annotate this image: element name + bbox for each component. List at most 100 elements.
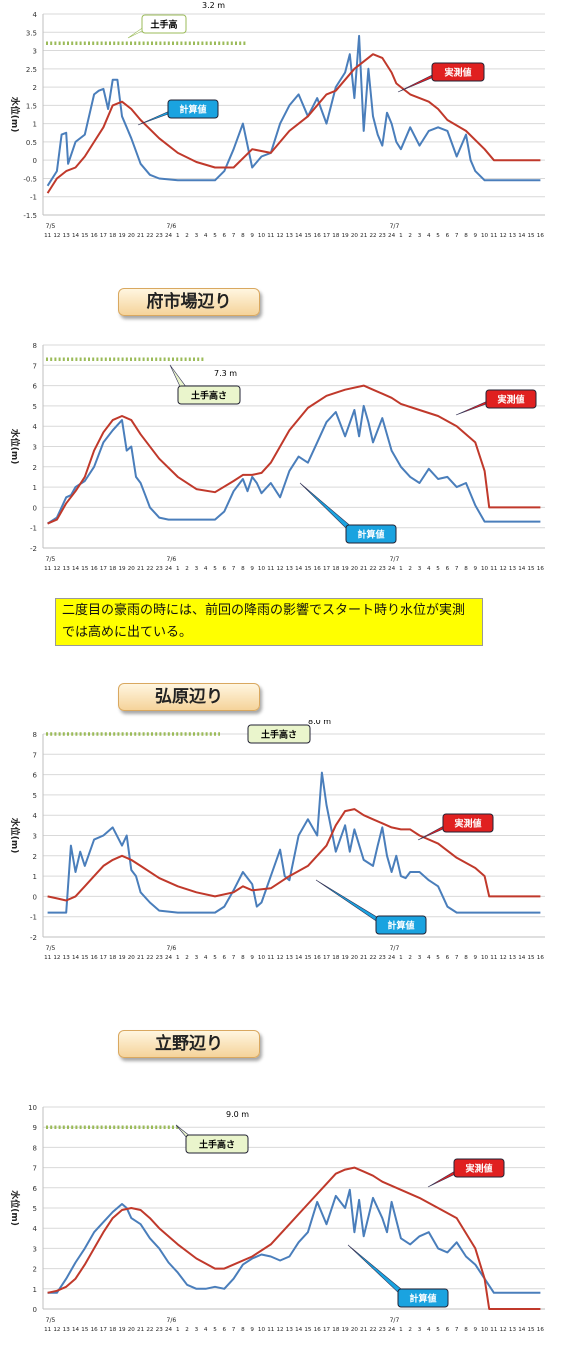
y-tick-label: 4: [33, 812, 38, 820]
y-tick-label: 0: [33, 1306, 37, 1314]
x-tick-label: 2: [408, 1327, 412, 1333]
computed-callout-label: 計算値: [179, 104, 206, 116]
levee-callout-box: [141, 14, 187, 34]
y-tick-label: 5: [33, 792, 37, 800]
x-tick-label: 8: [464, 566, 468, 572]
measured-series-line: [46, 53, 541, 194]
x-tick-label: 3: [418, 566, 422, 572]
x-tick-label: 19: [118, 566, 126, 572]
x-tick-label: 23: [156, 1327, 164, 1333]
y-tick-label: 7: [33, 751, 37, 759]
x-tick-label: 15: [81, 955, 89, 960]
x-tick-label: 3: [195, 233, 199, 239]
y-axis-label: 水位(m): [9, 818, 21, 854]
computed-series-line: [46, 34, 541, 187]
x-tick-label: 24: [388, 566, 396, 572]
y-tick-label: 2: [33, 464, 37, 472]
x-tick-label: 3: [418, 1327, 422, 1333]
date-label: 7/6: [167, 556, 177, 563]
levee-callout-label: 土手高: [150, 19, 177, 31]
x-tick-label: 16: [314, 566, 322, 572]
x-tick-label: 21: [137, 566, 145, 572]
y-tick-label: -1.5: [23, 212, 37, 220]
x-tick-label: 19: [342, 1327, 350, 1333]
x-tick-label: 6: [222, 233, 226, 239]
x-tick-label: 15: [81, 233, 89, 239]
x-tick-label: 15: [527, 233, 535, 239]
x-tick-label: 23: [379, 955, 387, 960]
y-tick-label: 4: [33, 1225, 38, 1233]
y-tick-label: 8: [33, 731, 37, 739]
x-tick-label: 9: [473, 955, 477, 960]
x-tick-label: 1: [399, 566, 403, 572]
x-tick-label: 4: [427, 1327, 431, 1333]
computed-series-line: [47, 1188, 541, 1294]
x-tick-label: 15: [304, 1327, 312, 1333]
y-tick-label: 1: [33, 484, 37, 492]
y-tick-label: 7: [33, 1165, 37, 1173]
x-tick-label: 7: [455, 1327, 459, 1333]
y-tick-label: 3: [33, 48, 37, 56]
x-tick-label: 20: [128, 566, 136, 572]
x-tick-label: 15: [527, 1327, 535, 1333]
x-tick-label: 4: [427, 233, 431, 239]
measured-callout-label: 実測値: [497, 394, 524, 406]
x-tick-label: 13: [509, 233, 517, 239]
y-tick-label: 0: [33, 504, 37, 512]
x-tick-label: 15: [527, 566, 535, 572]
x-tick-label: 5: [436, 955, 440, 960]
date-label: 7/6: [167, 1317, 177, 1324]
x-tick-label: 11: [267, 1327, 275, 1333]
x-tick-label: 12: [276, 566, 283, 572]
x-tick-label: 12: [276, 955, 283, 960]
y-tick-label: 1: [33, 873, 37, 881]
x-tick-label: 24: [388, 233, 396, 239]
x-tick-label: 5: [436, 1327, 440, 1333]
levee-callout-box: [185, 1134, 249, 1154]
x-tick-label: 3: [195, 566, 199, 572]
computed-callout-box: [397, 1288, 449, 1308]
measured-callout-box: [485, 389, 537, 409]
x-tick-label: 14: [518, 1327, 526, 1333]
x-tick-label: 13: [286, 233, 294, 239]
computed-callout-label: 計算値: [409, 1293, 436, 1305]
levee-value-label: 7.3 m: [214, 369, 237, 378]
y-tick-label: 6: [33, 383, 38, 391]
y-tick-label: -1: [30, 194, 37, 202]
x-tick-label: 17: [323, 955, 331, 960]
x-tick-label: 8: [464, 1327, 468, 1333]
x-tick-label: 16: [91, 1327, 99, 1333]
measured-series-line: [47, 808, 541, 902]
x-tick-label: 21: [360, 1327, 368, 1333]
x-tick-label: 7: [232, 233, 236, 239]
x-tick-label: 11: [267, 233, 275, 239]
y-tick-label: 6: [33, 1185, 38, 1193]
x-tick-label: 12: [276, 1327, 283, 1333]
x-tick-label: 10: [258, 233, 266, 239]
x-tick-label: 16: [91, 566, 99, 572]
x-tick-label: 5: [213, 955, 217, 960]
x-tick-label: 18: [332, 233, 340, 239]
x-tick-label: 21: [360, 566, 368, 572]
measured-callout-box: [442, 813, 494, 833]
x-tick-label: 10: [258, 566, 266, 572]
x-tick-label: 2: [408, 566, 412, 572]
x-tick-label: 4: [204, 566, 208, 572]
x-tick-label: 9: [250, 1327, 254, 1333]
x-tick-label: 13: [286, 566, 294, 572]
x-tick-label: 22: [146, 1327, 153, 1333]
x-tick-label: 19: [118, 233, 126, 239]
x-tick-label: 1: [399, 1327, 403, 1333]
x-tick-label: 3: [195, 1327, 199, 1333]
x-tick-label: 1: [399, 233, 403, 239]
y-tick-label: 8: [33, 342, 37, 350]
x-tick-label: 11: [44, 1327, 52, 1333]
y-tick-label: 3: [33, 833, 37, 841]
x-tick-label: 4: [427, 955, 431, 960]
x-tick-label: 22: [369, 955, 376, 960]
date-label: 7/5: [46, 945, 56, 952]
x-tick-label: 12: [53, 233, 60, 239]
x-tick-label: 17: [323, 1327, 331, 1333]
